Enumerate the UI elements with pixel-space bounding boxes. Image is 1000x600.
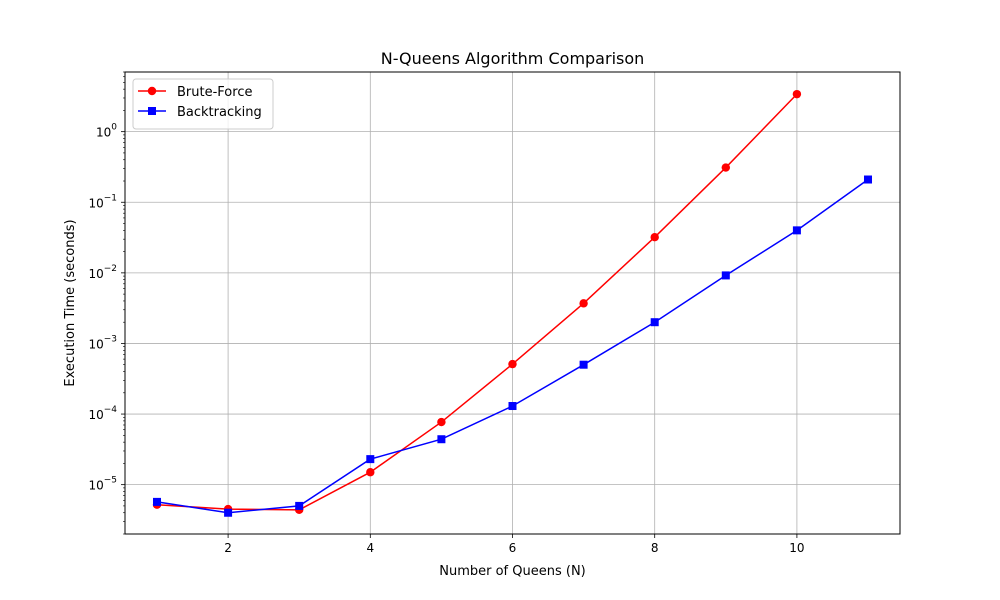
data-point-brute-force <box>721 163 731 172</box>
data-point-backtracking <box>650 318 659 327</box>
y-tick-base: 10 <box>96 126 111 140</box>
data-point-backtracking <box>864 175 873 184</box>
y-tick-exponent: −3 <box>104 334 117 344</box>
data-point-backtracking <box>152 497 161 506</box>
data-point-backtracking <box>295 501 304 510</box>
data-point-backtracking <box>224 508 233 517</box>
y-tick-label: 100 <box>96 123 117 140</box>
y-tick-label: 10−4 <box>88 405 117 422</box>
data-point-brute-force <box>579 299 588 308</box>
data-point-backtracking <box>721 271 730 280</box>
grid-layer <box>125 72 900 534</box>
y-tick-label: 10−1 <box>88 193 117 210</box>
data-point-brute-force <box>366 468 375 477</box>
legend-box <box>132 78 274 130</box>
legend-label-brute-force: Brute-Force <box>177 85 252 100</box>
legend-marker-brute-force <box>147 86 157 96</box>
data-point-brute-force <box>792 89 802 99</box>
y-axis-label: Execution Time (seconds) <box>63 219 78 386</box>
x-tick-label: 2 <box>224 541 232 555</box>
x-tick-label: 4 <box>366 541 374 555</box>
y-tick-exponent: −4 <box>104 405 118 415</box>
x-tick-label: 6 <box>509 541 517 555</box>
data-point-backtracking <box>579 360 588 369</box>
series-layer <box>152 89 873 517</box>
legend: Brute-Force Backtracking <box>132 78 274 130</box>
y-tick-exponent: −2 <box>104 264 117 274</box>
chart-title: N-Queens Algorithm Comparison <box>381 49 645 68</box>
x-axis-label: Number of Queens (N) <box>439 564 586 579</box>
y-tick-label: 10−3 <box>88 334 117 351</box>
y-tick-base: 10 <box>88 267 103 281</box>
data-point-backtracking <box>437 435 446 444</box>
y-tick-base: 10 <box>88 337 103 351</box>
y-tick-exponent: −5 <box>104 476 117 486</box>
y-tick-base: 10 <box>88 408 103 422</box>
legend-marker-backtracking <box>148 107 156 115</box>
y-tick-exponent: 0 <box>111 123 117 133</box>
data-point-backtracking <box>508 402 517 411</box>
y-tick-base: 10 <box>88 479 103 493</box>
data-point-brute-force <box>650 232 659 242</box>
data-point-backtracking <box>792 226 801 235</box>
data-point-brute-force <box>508 359 517 369</box>
legend-label-backtracking: Backtracking <box>177 105 262 120</box>
y-tick-label: 10−2 <box>88 264 117 281</box>
x-tick-label: 10 <box>789 541 804 555</box>
x-tick-label: 8 <box>651 541 659 555</box>
y-tick-exponent: −1 <box>104 193 117 203</box>
y-tick-base: 10 <box>88 196 103 210</box>
data-point-backtracking <box>366 455 375 464</box>
data-point-brute-force <box>437 417 446 427</box>
y-tick-label: 10−5 <box>88 476 117 493</box>
